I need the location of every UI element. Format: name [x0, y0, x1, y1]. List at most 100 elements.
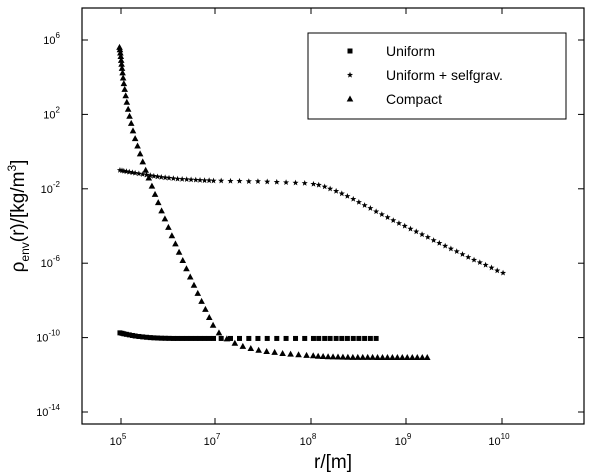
data-point — [500, 269, 507, 276]
data-point — [302, 335, 308, 341]
data-point — [271, 348, 278, 355]
data-point — [459, 251, 466, 257]
data-point — [162, 174, 169, 181]
x-tick-label: 108 — [300, 432, 317, 448]
data-point — [132, 169, 139, 176]
data-point — [274, 335, 280, 341]
x-axis-title: r/[m] — [314, 452, 352, 473]
y-axis-title-sub: env — [18, 242, 32, 261]
data-point — [223, 335, 231, 342]
data-point — [179, 256, 187, 263]
data-point — [134, 142, 141, 149]
data-point — [161, 215, 169, 222]
y-tick-label: 106 — [43, 31, 60, 47]
data-point — [384, 214, 391, 220]
plot-frame — [81, 7, 585, 425]
data-point — [310, 335, 316, 341]
data-point — [227, 335, 233, 341]
data-point — [143, 171, 150, 178]
data-point — [367, 205, 374, 211]
data-point — [129, 127, 137, 134]
data-point — [135, 170, 142, 177]
data-point — [132, 333, 138, 339]
legend-marker-triangle — [346, 95, 354, 102]
data-point — [151, 190, 159, 197]
series-square — [117, 330, 379, 341]
data-point — [309, 352, 317, 359]
data-point — [136, 333, 142, 339]
data-point — [471, 256, 478, 263]
data-point — [364, 353, 371, 360]
data-point — [453, 248, 460, 255]
data-point — [338, 190, 345, 197]
data-point — [367, 335, 373, 341]
legend: Uniform Uniform + selfgrav. Compact — [307, 32, 567, 120]
data-point — [139, 171, 146, 177]
data-point — [361, 202, 368, 208]
data-point — [319, 352, 327, 359]
data-point — [116, 46, 124, 53]
data-point — [126, 112, 133, 119]
data-point — [339, 353, 347, 360]
data-point — [206, 335, 212, 341]
data-point — [303, 351, 310, 358]
data-point — [198, 297, 205, 304]
data-point — [436, 239, 443, 246]
data-point — [123, 98, 131, 105]
legend-label-selfgrav: Uniform + selfgrav. — [386, 67, 503, 83]
data-point — [145, 174, 153, 181]
data-point — [140, 334, 146, 340]
data-point — [139, 158, 147, 165]
data-point — [293, 335, 299, 341]
data-point — [117, 52, 125, 59]
data-point — [122, 92, 130, 99]
data-point — [334, 353, 342, 360]
data-point — [165, 223, 172, 230]
data-series — [116, 43, 507, 361]
data-point — [315, 181, 322, 188]
data-point — [292, 179, 299, 186]
data-point — [201, 177, 208, 184]
data-point — [333, 187, 340, 194]
data-point — [314, 352, 322, 359]
data-point — [413, 228, 420, 235]
data-point — [166, 335, 172, 341]
data-point — [150, 172, 157, 179]
data-point — [488, 264, 495, 271]
y-tick-label: 10-10 — [36, 329, 60, 345]
legend-label-compact: Compact — [386, 91, 442, 107]
data-point — [401, 222, 408, 229]
data-point — [254, 178, 261, 184]
data-point — [316, 335, 322, 341]
data-point — [117, 56, 125, 63]
data-point — [188, 335, 194, 341]
legend-markers — [346, 48, 354, 102]
data-point — [403, 354, 411, 361]
data-point — [170, 175, 177, 182]
data-point — [209, 321, 217, 328]
data-point — [126, 168, 133, 175]
data-point — [196, 177, 204, 183]
data-point — [190, 281, 198, 288]
data-point — [246, 335, 252, 341]
legend-label-uniform: Uniform — [386, 43, 435, 59]
data-point — [442, 242, 449, 249]
data-point — [283, 179, 290, 186]
data-point — [324, 353, 332, 360]
data-point — [118, 60, 125, 67]
data-point — [279, 349, 286, 356]
data-point — [158, 207, 165, 214]
data-point — [121, 85, 129, 92]
data-point — [218, 335, 224, 341]
data-point — [350, 195, 357, 202]
data-point — [117, 49, 124, 56]
data-point — [356, 335, 362, 341]
data-point — [127, 119, 135, 126]
y-axis-title-close: ] — [8, 160, 29, 165]
data-point — [218, 177, 225, 184]
data-point — [155, 335, 161, 341]
data-point — [154, 173, 161, 180]
data-point — [206, 177, 213, 184]
data-point — [379, 354, 386, 361]
data-point — [424, 234, 431, 240]
